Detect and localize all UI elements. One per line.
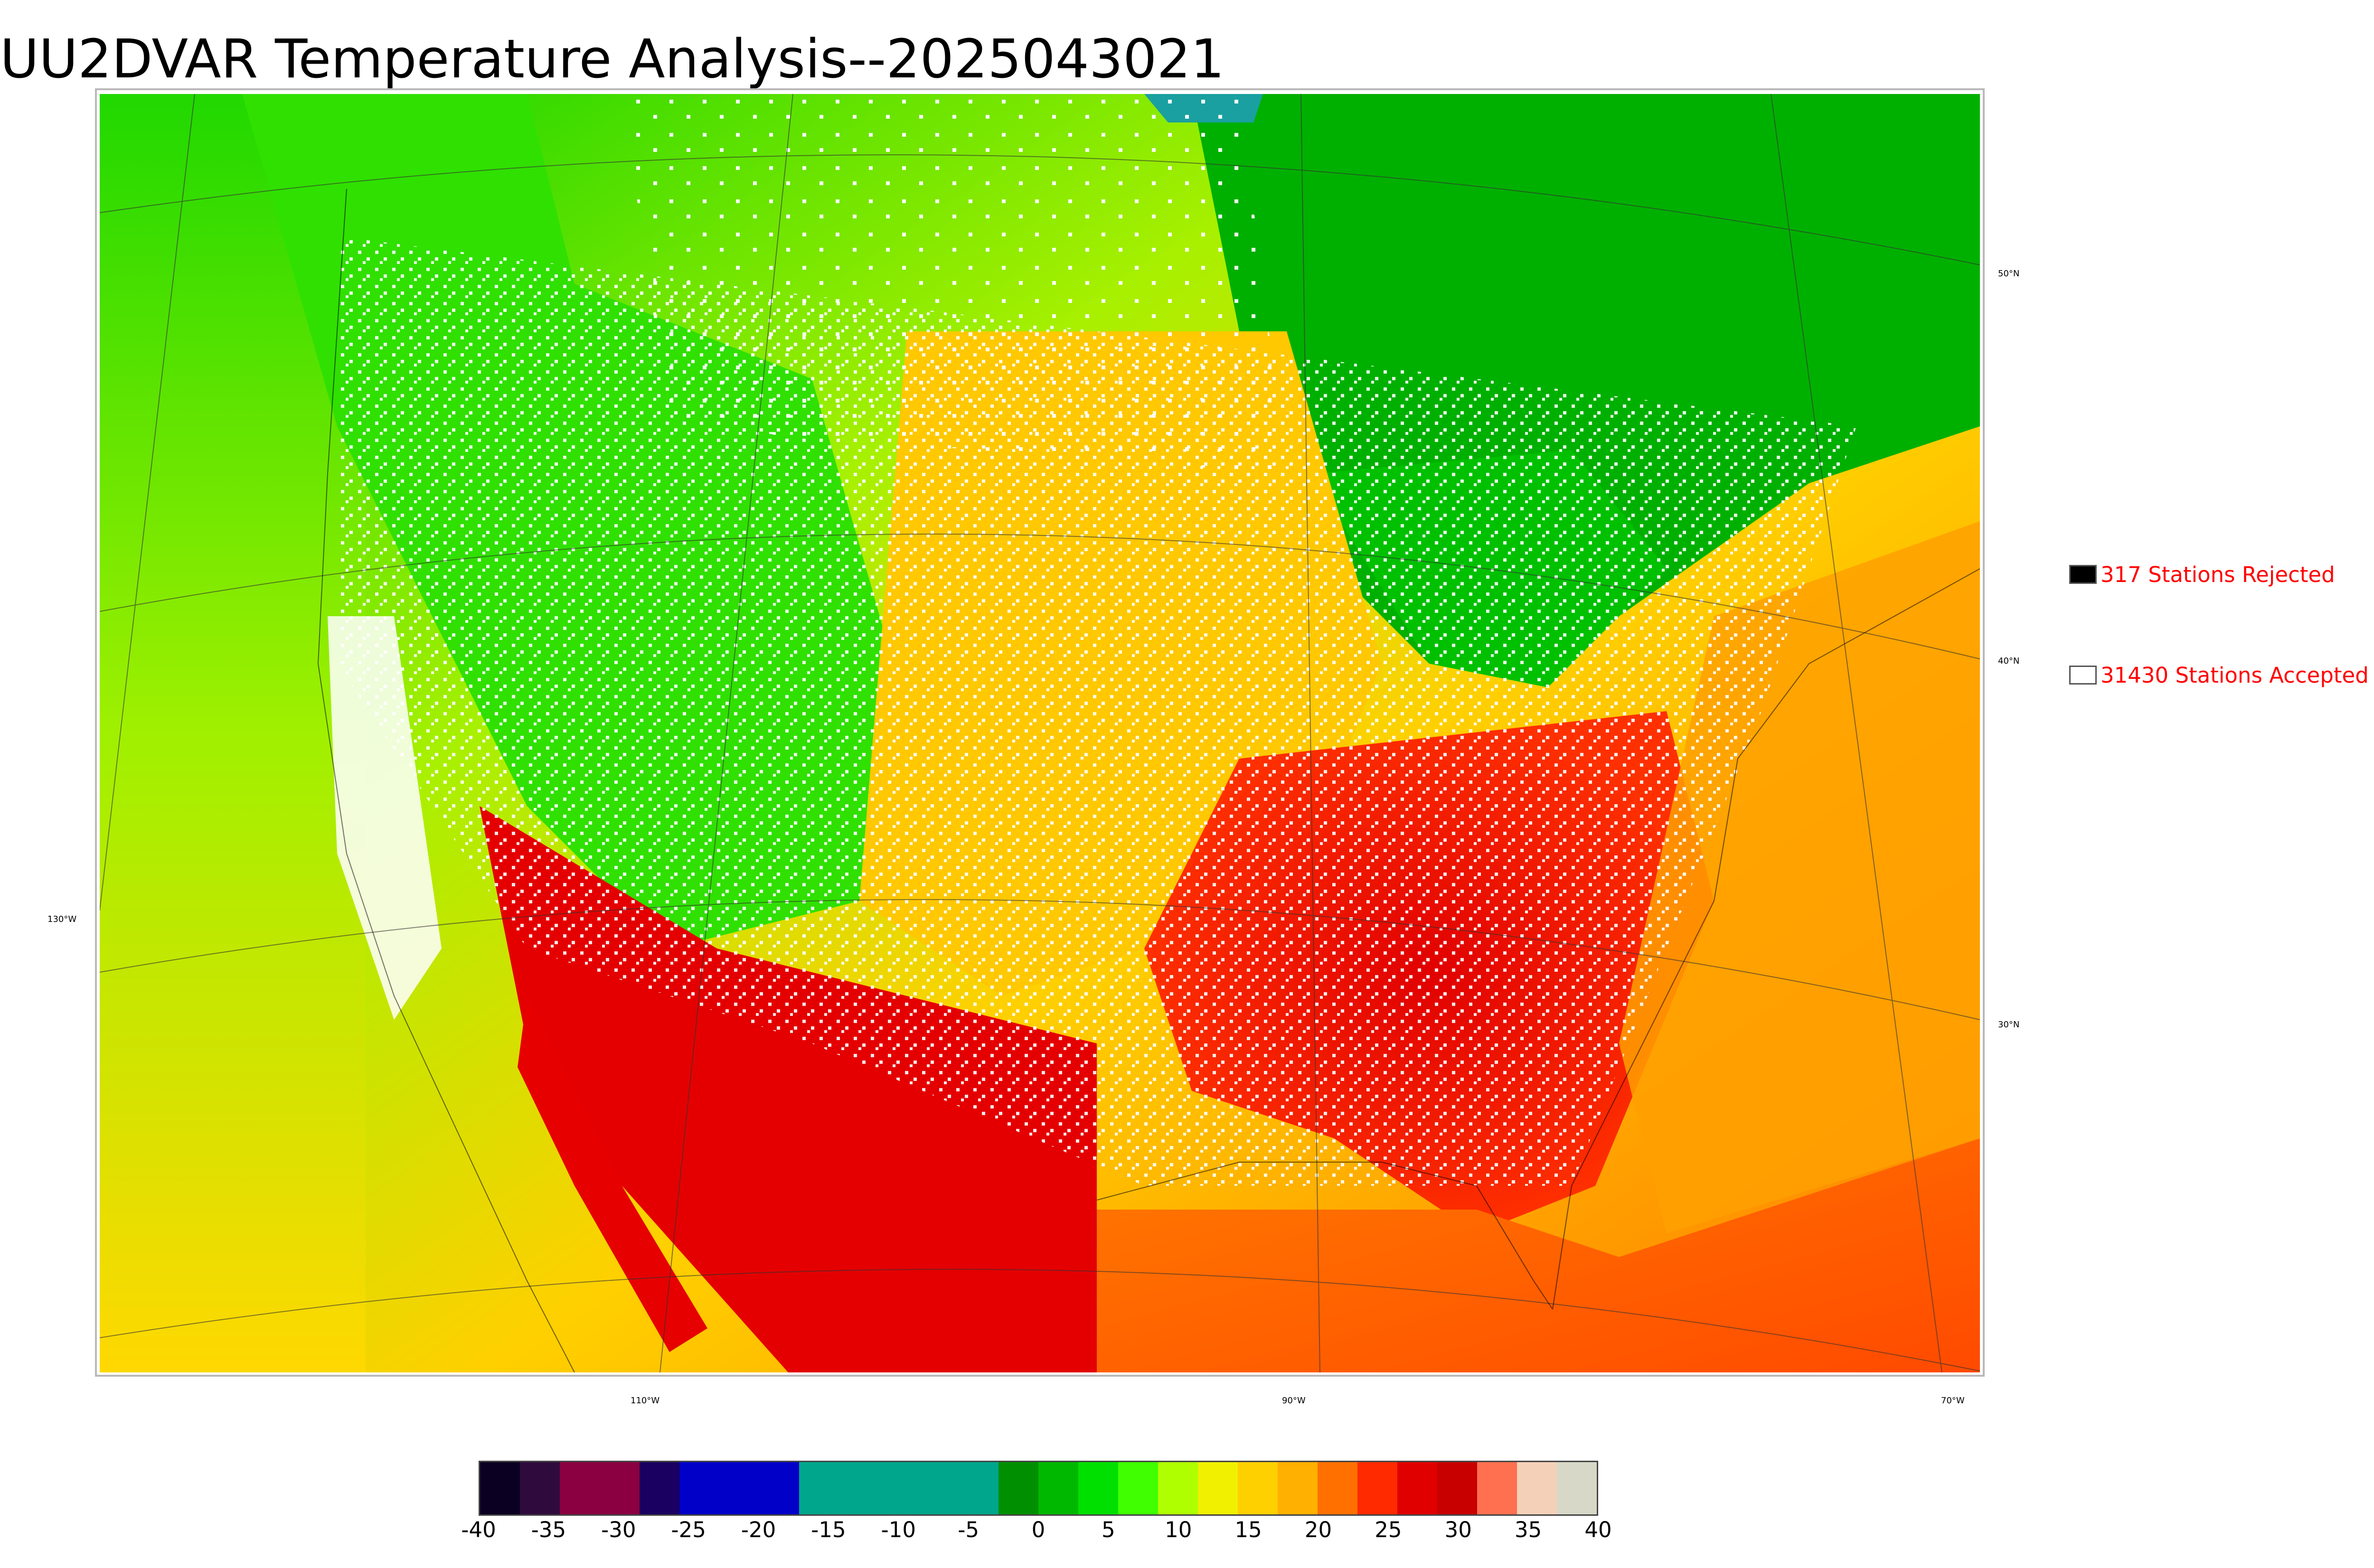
colorbar-tick-label: 5 — [1102, 1517, 1115, 1542]
colorbar-tick-label: -35 — [531, 1517, 566, 1542]
colorbar-tick-label: 10 — [1165, 1517, 1192, 1542]
lon-label-90w: 90°W — [1282, 1396, 1306, 1406]
lat-label-50n: 50°N — [1998, 269, 2020, 279]
colorbar-tick-label: 35 — [1514, 1517, 1542, 1542]
colorbar-tick-label: -30 — [601, 1517, 636, 1542]
graticule — [100, 94, 1980, 1372]
colorbar-tick-label: -15 — [811, 1517, 846, 1542]
lon-label-70w: 70°W — [1941, 1396, 1965, 1406]
colorbar-tick-label: 25 — [1375, 1517, 1402, 1542]
colorbar-tick-label: -40 — [461, 1517, 496, 1542]
legend-accepted: 31430 Stations Accepted — [2069, 661, 2369, 689]
lon-label-110w: 110°W — [631, 1396, 660, 1406]
colorbar-tick-label: 40 — [1584, 1517, 1612, 1542]
station-points-west-coast — [328, 616, 442, 1020]
colorbar-tick-label: 20 — [1304, 1517, 1332, 1542]
lat-label-40n: 40°N — [1998, 656, 2020, 666]
colorbar-tick-label: -5 — [958, 1517, 980, 1542]
colorbar-tick-label: 30 — [1444, 1517, 1472, 1542]
colorbar-tick-label: -20 — [741, 1517, 776, 1542]
legend-accepted-label: 31430 Stations Accepted — [2101, 662, 2369, 688]
colorbar-tick-label: 0 — [1031, 1517, 1046, 1542]
legend-rejected-swatch — [2069, 565, 2097, 584]
colorbar-tick-label: 15 — [1234, 1517, 1262, 1542]
colorbar-tick-label: -25 — [671, 1517, 706, 1542]
station-points-dense — [337, 236, 1856, 1186]
legend-accepted-swatch — [2069, 666, 2097, 685]
lon-label-130w: 130°W — [47, 914, 77, 924]
colorbar-tick-label: -10 — [881, 1517, 916, 1542]
colorbar — [479, 1461, 1598, 1516]
coastlines — [317, 188, 1980, 1372]
temperature-map — [100, 94, 1980, 1372]
legend-rejected: 317 Stations Rejected — [2069, 560, 2335, 589]
legend-rejected-label: 317 Stations Rejected — [2101, 562, 2335, 587]
map-title: UU2DVAR Temperature Analysis--2025043021 — [0, 28, 1225, 90]
gulf-of-mexico — [1097, 1138, 1980, 1372]
station-points-sparse — [622, 94, 1287, 474]
lat-label-30n: 30°N — [1998, 1020, 2020, 1030]
baja-hot-region — [518, 996, 707, 1352]
